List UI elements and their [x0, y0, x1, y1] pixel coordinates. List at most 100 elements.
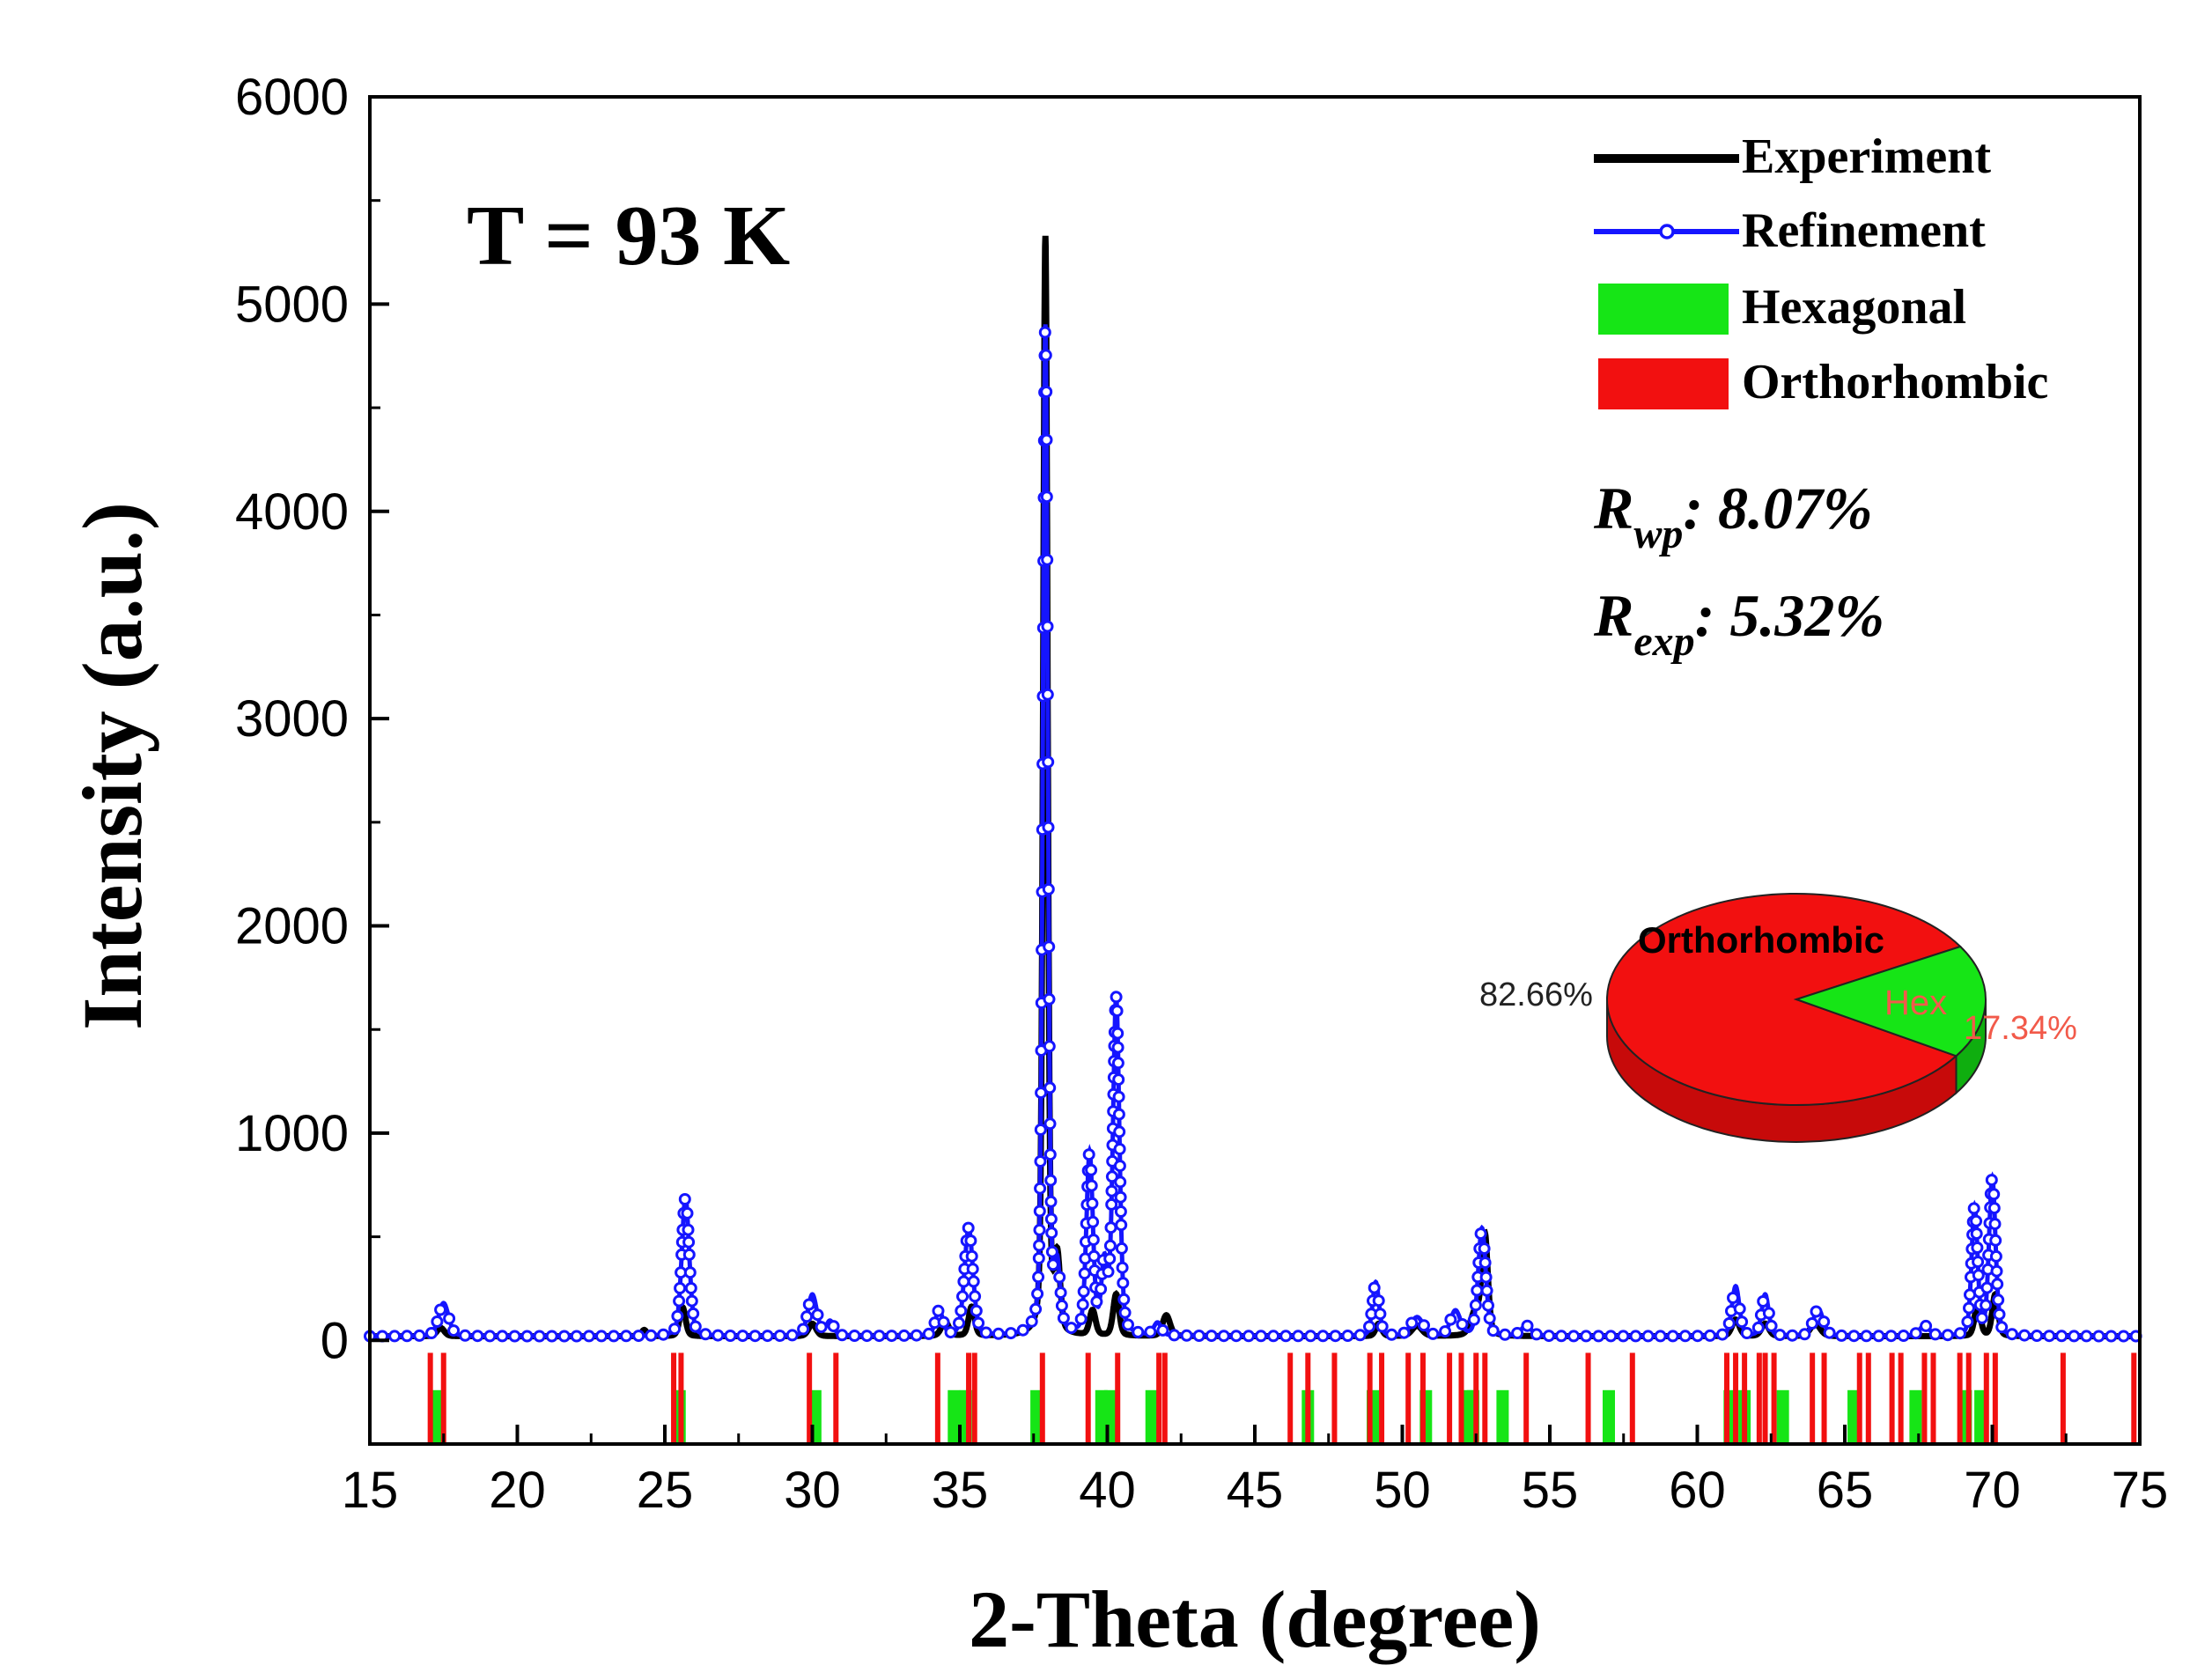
- refinement-point: [1897, 1330, 1910, 1342]
- pie-label-hex: Hex: [1884, 984, 1947, 1022]
- refinement-point: [1034, 1124, 1047, 1136]
- refinement-point: [1180, 1329, 1193, 1342]
- refinement-point: [1604, 1330, 1618, 1343]
- refinement-point: [1110, 991, 1123, 1004]
- refinement-point: [685, 1294, 698, 1308]
- refinement-point: [1995, 1321, 2009, 1334]
- refinement-point: [1972, 1269, 1985, 1282]
- refinement-point: [1104, 1221, 1117, 1234]
- rwp-annotation: Rwp: 8.07%: [1593, 475, 1873, 557]
- refinement-point: [1113, 1143, 1126, 1155]
- refinement-point: [1117, 1293, 1131, 1306]
- orthorhombic-reflection: [1856, 1352, 1862, 1444]
- orthorhombic-reflection: [1629, 1352, 1635, 1444]
- refinement-point: [992, 1327, 1005, 1340]
- refinement-point: [785, 1329, 799, 1342]
- orthorhombic-reflection: [678, 1352, 684, 1444]
- refinement-point: [1105, 1197, 1118, 1211]
- refinement-point: [1374, 1308, 1387, 1321]
- x-tick-label: 65: [1817, 1462, 1874, 1519]
- refinement-point: [425, 1327, 438, 1339]
- refinement-point: [1082, 1148, 1095, 1161]
- y-tick-label: 2000: [235, 898, 349, 955]
- refinement-point: [1928, 1328, 1942, 1341]
- refinement-point: [1016, 1323, 1029, 1337]
- chart-title: T = 93 K: [467, 188, 790, 284]
- hexagonal-reflection: [1776, 1389, 1789, 1444]
- hexagonal-reflection: [1603, 1389, 1615, 1444]
- orthorhombic-reflection: [2131, 1352, 2137, 1444]
- pie-slice-orthorhombic: [1606, 893, 1963, 1106]
- refinement-point: [1112, 1108, 1125, 1121]
- refinement-point: [1456, 1318, 1469, 1330]
- refinement-point: [953, 1316, 965, 1330]
- refinement-point: [1114, 1205, 1127, 1218]
- refinement-point: [1467, 1313, 1480, 1326]
- x-tick-label: 25: [637, 1462, 694, 1519]
- refinement-point: [1316, 1330, 1330, 1343]
- orthorhombic-reflection: [1865, 1352, 1871, 1444]
- refinement-point: [533, 1330, 546, 1343]
- refinement-point: [979, 1326, 992, 1339]
- refinement-point: [520, 1330, 534, 1343]
- refinement-point: [2005, 1328, 2018, 1341]
- refinement-point: [1991, 1278, 2004, 1291]
- orthorhombic-reflection: [1447, 1352, 1453, 1444]
- legend-experiment-label: Experiment: [1742, 129, 1991, 184]
- legend: Experiment Refinement Hexagonal Orthorho…: [1594, 129, 2048, 409]
- refinement-point: [401, 1330, 414, 1343]
- refinement-point: [873, 1330, 886, 1343]
- refinement-point: [1117, 1277, 1130, 1290]
- y-tick-label: 5000: [235, 276, 349, 333]
- refinement-point: [1103, 1252, 1117, 1265]
- orthorhombic-reflection: [1930, 1352, 1936, 1444]
- refinement-point: [1740, 1327, 1753, 1339]
- x-tick-label: 60: [1669, 1462, 1726, 1519]
- hexagonal-reflection: [1974, 1389, 1987, 1444]
- refinement-point: [1042, 882, 1055, 895]
- orthorhombic-reflection: [1287, 1352, 1294, 1444]
- refinement-point: [1205, 1330, 1218, 1343]
- refinement-point: [684, 1282, 697, 1294]
- refinement-point: [897, 1329, 911, 1342]
- refinement-point: [1439, 1325, 1452, 1338]
- refinement-point: [848, 1330, 861, 1342]
- refinement-point: [1292, 1330, 1305, 1343]
- refinement-point: [1192, 1330, 1206, 1342]
- refinement-point: [1087, 1215, 1100, 1228]
- orthorhombic-reflection: [1585, 1352, 1591, 1444]
- refinement-point: [815, 1321, 828, 1334]
- refinement-point: [1005, 1327, 1017, 1340]
- legend-orthorhombic-label: Orthorhombic: [1742, 355, 2048, 409]
- refinement-point: [1102, 1265, 1115, 1278]
- refinement-point: [1727, 1292, 1739, 1304]
- orthorhombic-reflection: [1419, 1352, 1426, 1444]
- y-tick-label: 3000: [235, 690, 349, 748]
- refinement-point: [632, 1330, 645, 1343]
- refinement-point: [674, 1282, 687, 1294]
- refinement-point: [1987, 1188, 2001, 1201]
- refinement-point: [1397, 1326, 1411, 1339]
- refinement-point: [1989, 1234, 2002, 1247]
- refinement-point: [595, 1330, 608, 1343]
- refinement-point: [956, 1290, 969, 1303]
- refinement-point: [1055, 1299, 1068, 1312]
- refinement-point: [570, 1330, 583, 1343]
- refinement-point: [431, 1315, 444, 1328]
- refinement-point: [1499, 1328, 1512, 1341]
- refinement-point: [1043, 1081, 1057, 1094]
- orthorhombic-reflection: [1965, 1352, 1972, 1444]
- refinement-point: [1217, 1330, 1230, 1343]
- refinement-point: [1229, 1330, 1242, 1343]
- refinement-point: [1418, 1319, 1430, 1332]
- refinement-point: [1033, 1205, 1046, 1218]
- refinement-point: [1118, 1306, 1132, 1319]
- refinement-point: [1105, 1170, 1118, 1183]
- orthorhombic-reflection: [971, 1352, 977, 1444]
- refinement-point: [671, 1309, 684, 1323]
- refinement-point: [1029, 1302, 1043, 1315]
- refinement-point: [922, 1327, 935, 1340]
- refinement-point: [1543, 1330, 1555, 1343]
- refinement-point: [1114, 1175, 1127, 1189]
- hexagonal-reflection: [1145, 1389, 1158, 1444]
